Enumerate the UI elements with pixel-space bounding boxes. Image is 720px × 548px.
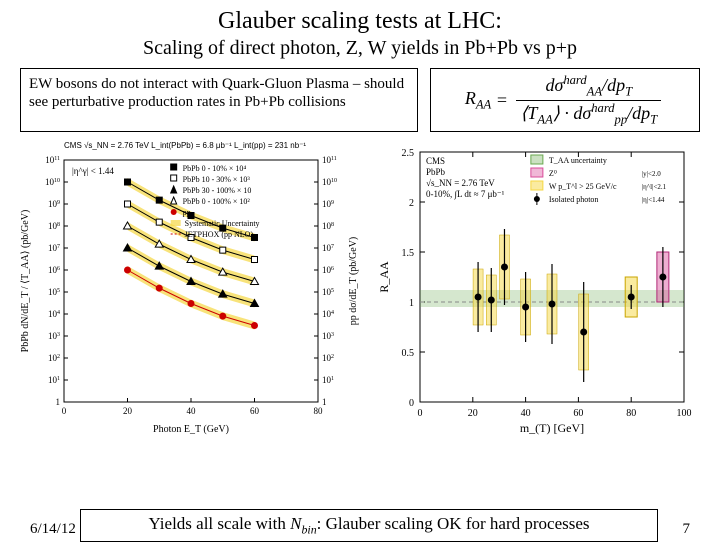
svg-text:101: 101 <box>48 375 60 385</box>
svg-text:108: 108 <box>48 221 60 231</box>
svg-text:0-10%, ∫L dt ≈ 7 μb⁻¹: 0-10%, ∫L dt ≈ 7 μb⁻¹ <box>426 189 505 200</box>
svg-text:60: 60 <box>250 406 260 416</box>
charts-row: CMS √s_NN = 2.76 TeV L_int(PbPb) = 6.8 μ… <box>16 136 704 441</box>
svg-text:CMS √s_NN = 2.76 TeV L_int: CMS √s_NN = 2.76 TeV L_int(PbPb) = 6.8 μ… <box>64 141 306 150</box>
page-subtitle: Scaling of direct photon, Z, W yields in… <box>0 37 720 60</box>
svg-text:W p_T^l > 25 GeV/c: W p_T^l > 25 GeV/c <box>549 182 617 191</box>
svg-text:60: 60 <box>573 408 583 419</box>
page-number: 7 <box>683 521 691 538</box>
svg-text:101: 101 <box>322 375 334 385</box>
raa-formula: RAA = dσhardAA/dpT ⟨TAA⟩ · dσhardpp/dpT <box>430 68 700 132</box>
svg-text:104: 104 <box>48 309 60 319</box>
svg-text:103: 103 <box>48 331 60 341</box>
svg-text:106: 106 <box>322 265 334 275</box>
svg-text:PbPb 0 - 100% × 10²: PbPb 0 - 100% × 10² <box>183 197 251 206</box>
svg-text:m_(T) [GeV]: m_(T) [GeV] <box>520 421 584 435</box>
svg-text:T_AA uncertainty: T_AA uncertainty <box>549 156 607 165</box>
svg-text:40: 40 <box>521 408 531 419</box>
ew-bosons-text: EW bosons do not interact with Quark-Glu… <box>20 68 418 132</box>
svg-text:1: 1 <box>56 397 61 407</box>
svg-text:80: 80 <box>314 406 324 416</box>
svg-text:√s_NN = 2.76 TeV: √s_NN = 2.76 TeV <box>426 178 495 188</box>
svg-text:102: 102 <box>48 353 60 363</box>
svg-text:PbPb 10 - 30% × 10³: PbPb 10 - 30% × 10³ <box>183 175 251 184</box>
svg-text:|η|<1.44: |η|<1.44 <box>642 196 665 204</box>
svg-text:PbPb dN/dE_T / ⟨T_AA⟩ (pb/GeV): PbPb dN/dE_T / ⟨T_AA⟩ (pb/GeV) <box>20 210 31 353</box>
svg-text:|η^l|<2.1: |η^l|<2.1 <box>642 183 667 191</box>
svg-text:R_AA: R_AA <box>377 261 391 293</box>
svg-text:PbPb 30 - 100% × 10: PbPb 30 - 100% × 10 <box>183 186 252 195</box>
svg-text:CMS: CMS <box>426 156 445 166</box>
svg-text:JETPHOX (pp NLO): JETPHOX (pp NLO) <box>185 230 254 239</box>
svg-text:100: 100 <box>677 408 692 419</box>
svg-text:40: 40 <box>187 406 197 416</box>
svg-text:108: 108 <box>322 221 334 231</box>
svg-text:1010: 1010 <box>45 177 60 187</box>
svg-text:104: 104 <box>322 309 334 319</box>
svg-text:1.5: 1.5 <box>402 248 415 259</box>
svg-text:1: 1 <box>322 397 327 407</box>
svg-text:107: 107 <box>322 243 334 253</box>
svg-text:106: 106 <box>48 265 60 275</box>
svg-text:1: 1 <box>409 298 414 309</box>
footer: 6/14/12 7 <box>0 521 720 538</box>
right-chart: 0 20 40 60 80 100 0 0.5 1 1.5 2 2.5 m_(T) [GeV] R_AA C… <box>374 136 694 441</box>
svg-text:pp: pp <box>183 208 191 217</box>
left-chart: CMS √s_NN = 2.76 TeV L_int(PbPb) = 6.8 μ… <box>16 136 366 441</box>
svg-text:PbPb 0 - 10% × 10⁴: PbPb 0 - 10% × 10⁴ <box>183 164 247 173</box>
svg-text:2: 2 <box>409 198 414 209</box>
svg-text:Isolated photon: Isolated photon <box>549 195 599 204</box>
svg-text:105: 105 <box>48 287 60 297</box>
svg-text:1010: 1010 <box>322 177 337 187</box>
page-title: Glauber scaling tests at LHC: <box>0 8 720 35</box>
svg-text:Systematic Uncertainty: Systematic Uncertainty <box>185 219 260 228</box>
svg-text:1011: 1011 <box>322 155 337 165</box>
svg-text:Photon E_T (GeV): Photon E_T (GeV) <box>153 424 229 435</box>
svg-text:0: 0 <box>62 406 67 416</box>
svg-text:80: 80 <box>626 408 636 419</box>
svg-text:0.5: 0.5 <box>402 348 415 359</box>
svg-text:|y|<2.0: |y|<2.0 <box>642 170 662 178</box>
top-row: EW bosons do not interact with Quark-Glu… <box>20 68 700 132</box>
svg-text:Z⁰: Z⁰ <box>549 169 557 178</box>
svg-text:pp dσ/dE_T (pb/GeV): pp dσ/dE_T (pb/GeV) <box>348 237 359 326</box>
svg-text:102: 102 <box>322 353 334 363</box>
svg-text:20: 20 <box>468 408 478 419</box>
date-text: 6/14/12 <box>30 521 76 538</box>
svg-text:109: 109 <box>48 199 60 209</box>
svg-text:107: 107 <box>48 243 60 253</box>
svg-text:103: 103 <box>322 331 334 341</box>
svg-text:1011: 1011 <box>45 155 60 165</box>
svg-text:|η^γ| < 1.44: |η^γ| < 1.44 <box>72 166 114 176</box>
svg-text:0: 0 <box>418 408 423 419</box>
svg-text:20: 20 <box>123 406 133 416</box>
svg-text:105: 105 <box>322 287 334 297</box>
svg-text:0: 0 <box>409 398 414 409</box>
svg-text:PbPb: PbPb <box>426 167 446 177</box>
svg-text:109: 109 <box>322 199 334 209</box>
svg-text:2.5: 2.5 <box>402 148 415 159</box>
